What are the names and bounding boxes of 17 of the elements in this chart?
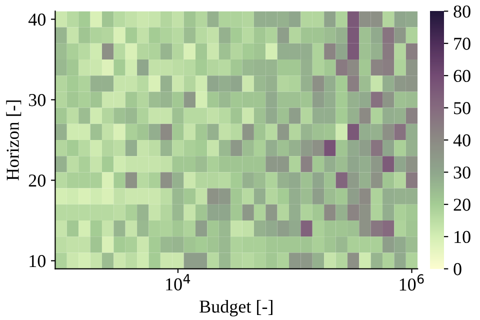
- x-tick-label: 10$^{6}$: [400, 274, 424, 291]
- color-bar-label: 20: [454, 198, 470, 211]
- y-axis-title: Horizon [-]: [6, 100, 22, 180]
- color-bar-label: 30: [454, 166, 470, 179]
- y-tick-label: 20: [28, 174, 46, 187]
- color-bar-label: 40: [453, 134, 470, 146]
- y-tick-label: 10: [30, 255, 46, 268]
- color-bar-label: 10: [454, 230, 470, 244]
- color-bar-label: 60: [454, 70, 470, 82]
- color-bar-label: 0: [454, 263, 462, 276]
- color-bar-label: 50: [454, 102, 470, 114]
- x-tick-label: 10$^{4}$: [166, 274, 190, 290]
- y-tick-label: 40: [28, 14, 46, 26]
- color-bar-label: 80: [454, 5, 470, 18]
- color-bar-label: 70: [454, 38, 470, 50]
- x-axis-title: Budget [-]: [200, 300, 272, 316]
- y-tick-label: 30: [28, 94, 46, 106]
